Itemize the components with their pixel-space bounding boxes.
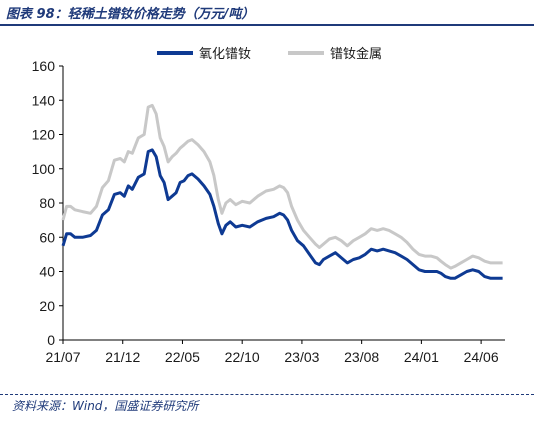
title-divider — [0, 24, 534, 26]
y-tick-label: 140 — [32, 92, 56, 108]
price-line-chart: 0 20 40 60 80 100 120 140 160 21/07 21/12 22/05 22/1… — [32, 46, 505, 365]
chart-series — [61, 103, 503, 280]
chart-axes: 0 20 40 60 80 100 120 140 160 21/07 21/12 22/05 22/1… — [32, 58, 505, 365]
x-tick-label: 24/01 — [404, 349, 439, 365]
chart-title: 图表 98：轻稀土镨钕价格走势（万元/吨） — [6, 7, 255, 22]
x-tick-label: 23/08 — [344, 349, 379, 365]
x-tick-label: 24/06 — [464, 349, 499, 365]
x-tick-label: 21/12 — [105, 349, 140, 365]
x-tick-label: 22/10 — [225, 349, 260, 365]
y-tick-label: 60 — [39, 229, 55, 245]
source-divider — [0, 394, 534, 395]
y-tick-label: 80 — [39, 195, 55, 211]
y-tick-label: 0 — [47, 332, 55, 348]
x-tick-label: 22/05 — [165, 349, 200, 365]
legend-item-metal-label: 镨钕金属 — [330, 46, 382, 62]
source-note: 资料来源：Wind，国盛证券研究所 — [12, 399, 199, 413]
series-line-metal — [61, 103, 503, 270]
chart-legend: 氧化镨钕 镨钕金属 — [157, 46, 382, 62]
y-tick-label: 20 — [39, 298, 55, 314]
y-tick-label: 120 — [32, 127, 56, 143]
series-line-oxide — [61, 148, 503, 280]
legend-item-oxide-label: 氧化镨钕 — [199, 46, 251, 62]
x-tick-label: 23/03 — [284, 349, 319, 365]
x-tick-label: 21/07 — [45, 349, 80, 365]
y-tick-label: 40 — [39, 264, 55, 280]
y-tick-label: 160 — [32, 58, 56, 74]
y-tick-label: 100 — [32, 161, 56, 177]
